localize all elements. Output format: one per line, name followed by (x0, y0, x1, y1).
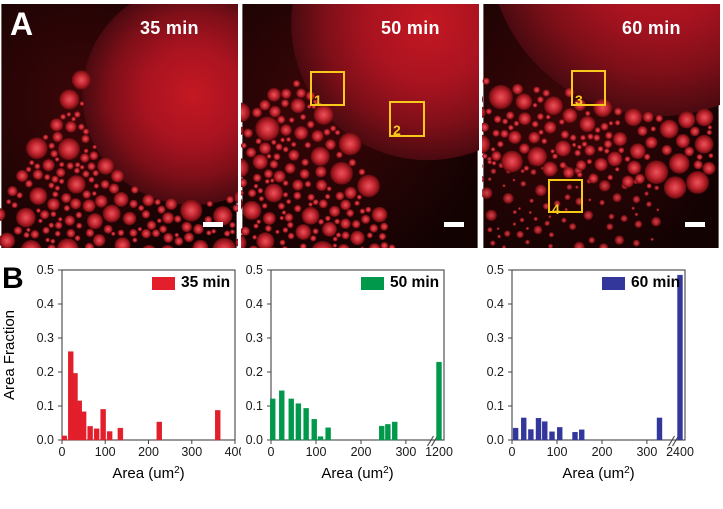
svg-text:200: 200 (138, 445, 159, 459)
svg-text:0.1: 0.1 (487, 399, 504, 413)
svg-text:0.0: 0.0 (246, 433, 263, 447)
svg-text:0.4: 0.4 (487, 297, 504, 311)
svg-text:0.5: 0.5 (487, 263, 504, 277)
svg-text:0.5: 0.5 (246, 263, 263, 277)
svg-text:0.3: 0.3 (246, 331, 263, 345)
svg-text:200: 200 (592, 445, 613, 459)
svg-text:100: 100 (95, 445, 116, 459)
svg-text:Area (um2): Area (um2) (562, 465, 634, 483)
svg-text:0.4: 0.4 (246, 297, 263, 311)
svg-text:200: 200 (351, 445, 372, 459)
svg-text:0.2: 0.2 (37, 365, 54, 379)
svg-text:0.3: 0.3 (487, 331, 504, 345)
svg-text:0.1: 0.1 (37, 399, 54, 413)
svg-text:0.2: 0.2 (246, 365, 263, 379)
svg-text:Area (um2): Area (um2) (321, 465, 393, 483)
svg-text:0.3: 0.3 (37, 331, 54, 345)
svg-text:Area (um2): Area (um2) (112, 465, 184, 483)
svg-text:400: 400 (225, 445, 241, 459)
svg-text:35 min: 35 min (181, 274, 230, 291)
svg-text:2400: 2400 (666, 445, 694, 459)
svg-text:100: 100 (547, 445, 568, 459)
svg-text:0.2: 0.2 (487, 365, 504, 379)
svg-text:0.5: 0.5 (37, 263, 54, 277)
svg-text:300: 300 (395, 445, 416, 459)
svg-text:300: 300 (636, 445, 657, 459)
svg-text:1200: 1200 (425, 445, 453, 459)
svg-text:0.0: 0.0 (487, 433, 504, 447)
svg-text:0.0: 0.0 (37, 433, 54, 447)
svg-text:0.4: 0.4 (37, 297, 54, 311)
svg-text:0: 0 (59, 445, 66, 459)
svg-text:0: 0 (268, 445, 275, 459)
svg-text:0: 0 (509, 445, 516, 459)
svg-text:Area Fraction: Area Fraction (1, 310, 18, 400)
svg-text:100: 100 (306, 445, 327, 459)
svg-text:300: 300 (181, 445, 202, 459)
svg-text:60 min: 60 min (631, 274, 680, 291)
svg-text:B: B (2, 262, 24, 295)
svg-text:0.1: 0.1 (246, 399, 263, 413)
svg-text:50 min: 50 min (390, 274, 439, 291)
